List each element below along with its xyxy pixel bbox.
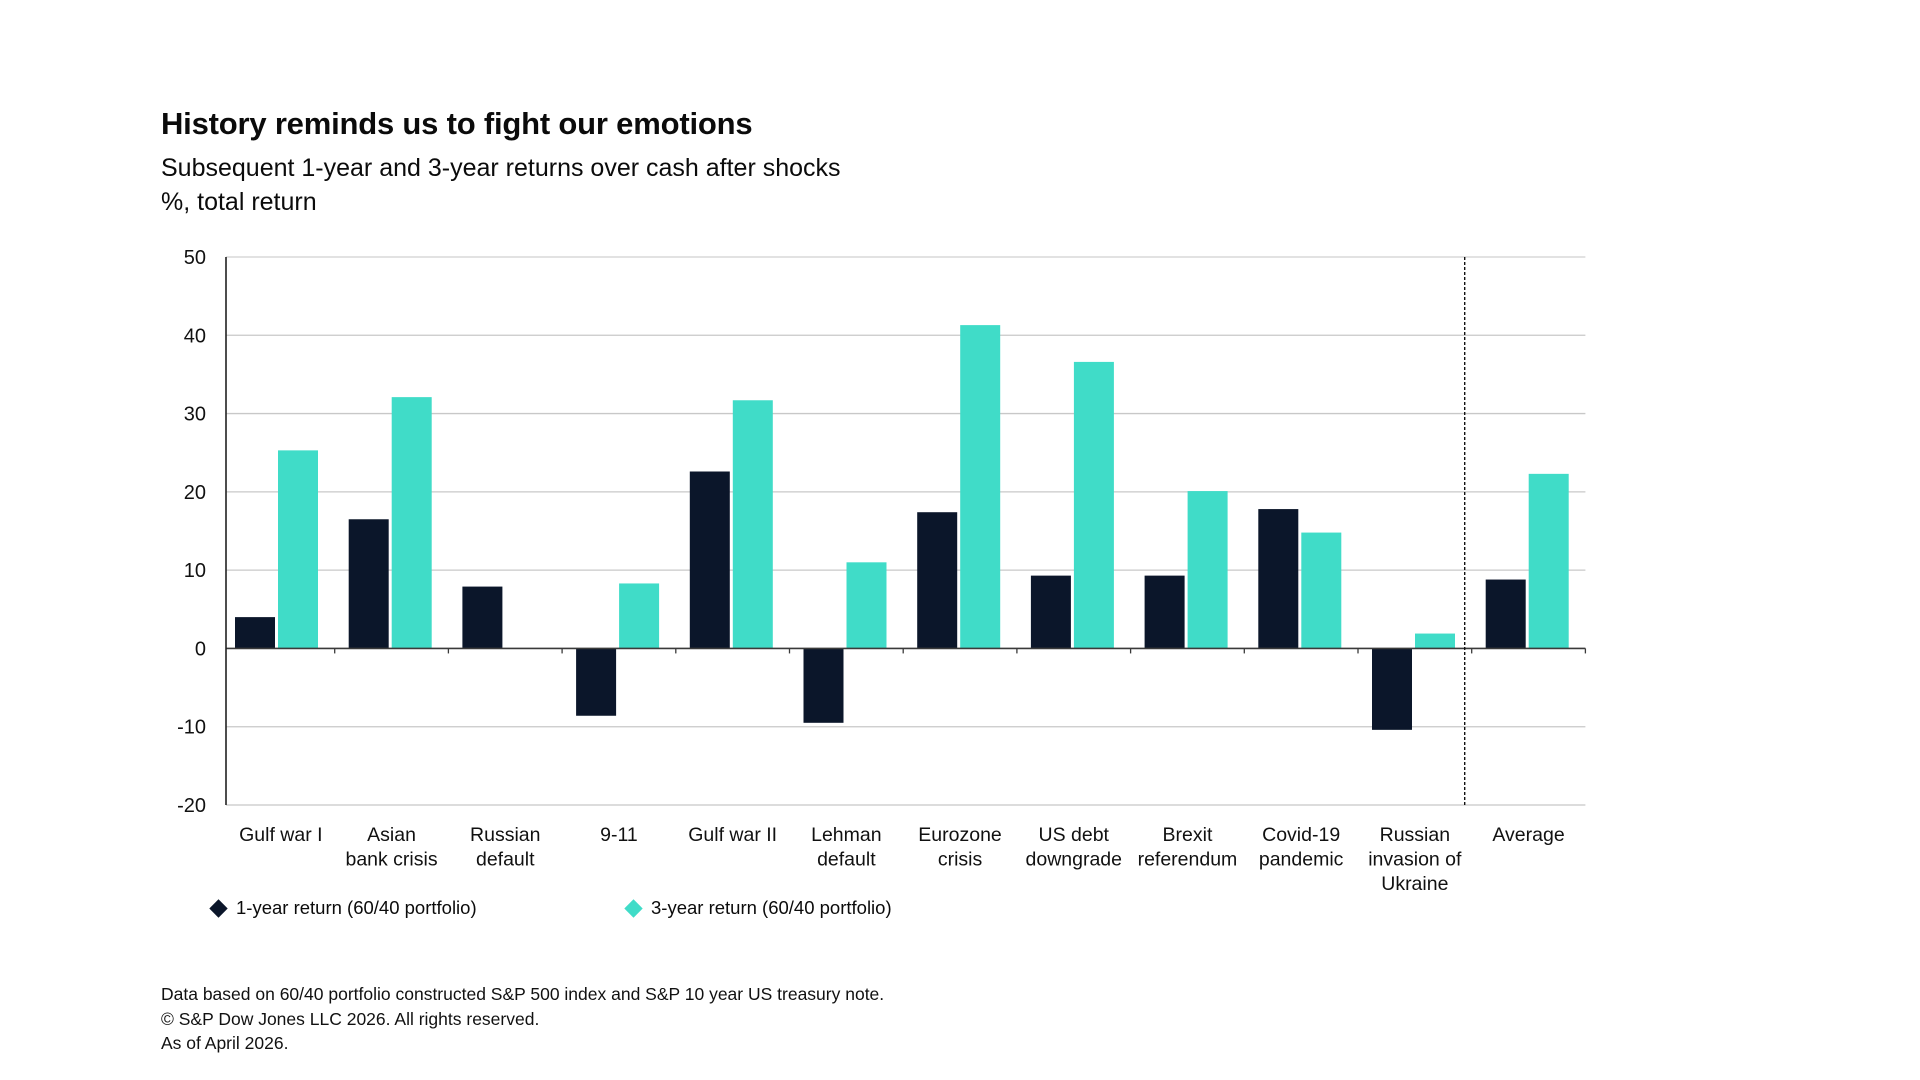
x-category-label: Gulf war II xyxy=(688,824,777,846)
x-category-label-line: Ukraine xyxy=(1381,873,1448,895)
x-category-label-line: Brexit xyxy=(1163,824,1213,846)
footnotes: Data based on 60/40 portfolio constructe… xyxy=(161,982,884,1056)
x-category-label-line: crisis xyxy=(938,849,983,871)
x-tick-labels: Gulf war I Asian bank crisis Russian default… xyxy=(239,824,1565,895)
bars xyxy=(235,325,1569,730)
bar-1-year xyxy=(348,519,389,649)
x-category-label-line: Eurozone xyxy=(918,824,1001,846)
y-tick-label: 30 xyxy=(184,404,206,426)
legend-label: 1-year return (60/40 portfolio) xyxy=(236,897,477,918)
bar-1-year xyxy=(1258,509,1299,649)
x-category-label: Lehman default xyxy=(811,824,881,871)
bar-3-year xyxy=(960,325,1001,649)
bar-1-year xyxy=(462,586,503,649)
y-tick-labels: 50 40 30 20 10 0 -10 -20 xyxy=(177,247,206,817)
chart-subtitle: Subsequent 1-year and 3-year returns ove… xyxy=(161,154,841,182)
x-category-label-line: Covid-19 xyxy=(1262,824,1340,846)
x-category-label-line: Asian xyxy=(367,824,416,846)
legend-item-3-year: 3-year return (60/40 portfolio) xyxy=(624,897,892,919)
x-category-label-line: pandemic xyxy=(1259,849,1344,871)
bar-3-year xyxy=(278,450,318,649)
x-category-label-line: Average xyxy=(1492,824,1564,846)
bar-3-year xyxy=(391,397,432,649)
y-tick-label: -20 xyxy=(177,795,206,817)
diamond-icon xyxy=(209,898,228,918)
bar-3-year xyxy=(1187,491,1228,649)
bar-3-year xyxy=(846,562,887,649)
x-category-label: Brexit referendum xyxy=(1138,824,1238,871)
x-category-label-line: Lehman xyxy=(811,824,881,846)
y-tick-label: 40 xyxy=(184,325,206,347)
x-category-label: Russian invasion of Ukraine xyxy=(1368,824,1462,895)
bar-1-year xyxy=(235,617,275,649)
x-category-label: Gulf war I xyxy=(239,824,322,846)
bar-1-year xyxy=(689,471,730,649)
y-tick-label: 50 xyxy=(184,247,206,269)
x-category-label-line: Gulf war II xyxy=(688,824,777,846)
x-category-label: 9-11 xyxy=(600,824,638,846)
y-tick-label: 20 xyxy=(184,482,206,504)
x-category-label-line: default xyxy=(817,849,876,871)
bar-1-year xyxy=(917,512,958,649)
bar-3-year xyxy=(619,583,660,649)
bar-1-year xyxy=(576,648,617,716)
units-label: %, total return xyxy=(161,188,317,216)
x-category-label-line: Russian xyxy=(1380,824,1450,846)
bar-1-year xyxy=(803,648,844,723)
x-category-label-line: bank crisis xyxy=(345,849,437,871)
bar-3-year xyxy=(732,400,773,649)
bar-1-year xyxy=(1485,579,1526,649)
chart-title: History reminds us to fight our emotions xyxy=(161,106,753,141)
x-category-label: US debt downgrade xyxy=(1026,824,1123,871)
x-category-label-line: referendum xyxy=(1138,849,1238,871)
legend-label: 3-year return (60/40 portfolio) xyxy=(651,897,892,918)
x-category-label-line: 9-11 xyxy=(600,824,638,846)
x-category-label-line: default xyxy=(476,849,535,871)
x-category-label-line: invasion of xyxy=(1368,849,1462,871)
x-category-label: Covid-19 pandemic xyxy=(1259,824,1344,871)
y-tick-label: -10 xyxy=(177,717,206,739)
bar-3-year xyxy=(1415,633,1455,649)
legend-item-1-year: 1-year return (60/40 portfolio) xyxy=(209,897,477,919)
bar-1-year xyxy=(1372,648,1412,730)
x-category-label-line: Russian xyxy=(470,824,540,846)
bar-1-year xyxy=(1030,575,1071,649)
bar-3-year xyxy=(1528,473,1569,649)
x-category-label: Eurozone crisis xyxy=(918,824,1001,871)
footnote-source: Data based on 60/40 portfolio constructe… xyxy=(161,984,885,1004)
x-category-label-line: US debt xyxy=(1039,824,1110,846)
diamond-icon xyxy=(624,898,643,918)
axes xyxy=(225,257,1587,805)
bar-3-year xyxy=(1301,532,1342,649)
footnote-date: As of April 2026. xyxy=(161,1033,289,1053)
bar-3-year xyxy=(1073,361,1114,649)
footnote-copyright: © S&P Dow Jones LLC 2026. All rights res… xyxy=(161,1008,540,1029)
y-tick-label: 0 xyxy=(195,638,206,660)
bar-1-year xyxy=(1144,575,1185,649)
gridlines xyxy=(226,256,1586,806)
x-category-label-line: downgrade xyxy=(1026,849,1123,871)
x-category-label-line: Gulf war I xyxy=(239,824,322,846)
x-category-label: Average xyxy=(1492,824,1564,846)
y-tick-label: 10 xyxy=(184,560,206,582)
x-category-label: Asian bank crisis xyxy=(345,824,437,871)
x-category-label: Russian default xyxy=(470,824,540,871)
